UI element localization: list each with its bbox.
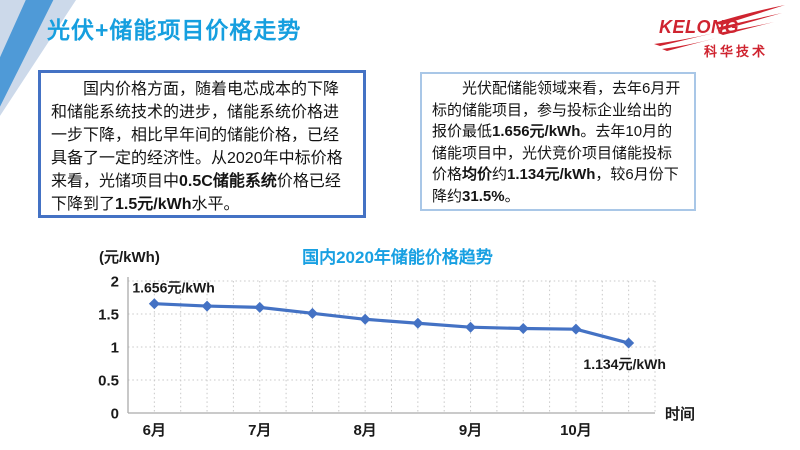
logo-sub-brand-text: 科华技术 [704, 44, 768, 59]
chart-annotation: 1.134元/kWh [583, 356, 665, 372]
highlighted-text: 31.5% [462, 187, 505, 205]
chart-data-point [465, 321, 477, 333]
y-tick-label: 1.5 [98, 307, 119, 324]
chart-data-point [254, 301, 266, 313]
logo-swoosh-icon [718, 22, 774, 35]
chart-data-point [201, 300, 213, 312]
chart-data-point [412, 317, 424, 329]
chart-data-point [517, 323, 529, 335]
pv-storage-bidding-paragraph: 光伏配储能领域来看，去年6月开标的储能项目，参与投标企业给出的报价最低1.656… [432, 78, 684, 207]
body-text: 。 [504, 187, 520, 205]
chart-annotation: 1.656元/kWh [132, 280, 214, 296]
chart-data-point [570, 323, 582, 335]
logo-swoosh-icon [654, 33, 714, 46]
slide-title: 光伏+储能项目价格走势 [47, 17, 302, 43]
y-tick-label: 0 [111, 406, 119, 423]
price-trend-chart: 2 1.5 1 0.5 0 6月 7月 8月 9月 10月 1.656元/kWh 1.134元/kWh… [90, 238, 770, 448]
domestic-price-paragraph: 国内价格方面，随着电芯成本的下降和储能系统技术的进步，储能系统价格进一步下降，相… [51, 78, 353, 216]
body-text: 国内价格方面，随着电芯成本的下降和储能系统技术的进步，储能系统价格进一步下降，相… [51, 81, 343, 190]
highlighted-text: 1.656元/kWh [492, 123, 581, 140]
x-tick-label: 8月 [353, 422, 376, 439]
body-text: 。去年10月的储能项目中，光伏竞价项目储能投标价格 [432, 123, 673, 183]
y-axis-unit-label: (元/kWh) [99, 249, 160, 266]
chart-series-line [154, 302, 630, 345]
body-text: 光伏配储能领域来看，去年6月开标的储能项目，参与投标企业给出的报价最低 [432, 80, 681, 140]
highlighted-text: 0.5C储能系统 [179, 173, 277, 190]
y-tick-label: 0.5 [98, 373, 119, 390]
logo-swoosh-icon [662, 38, 716, 51]
chart-data-point [623, 337, 635, 349]
highlighted-text: 1.134元/kWh [507, 166, 596, 183]
x-axis-label: 时间 [665, 405, 695, 423]
highlighted-text: 1.5元/kWh [115, 196, 192, 213]
y-tick-label: 1 [111, 340, 119, 357]
chart-data-point [306, 307, 318, 319]
body-text: 水平。 [191, 196, 240, 213]
chart-data-point [148, 298, 160, 310]
x-tick-label: 10月 [560, 422, 592, 439]
highlighted-text: 均价 [462, 166, 493, 183]
logo-brand-text: KELONG [659, 17, 739, 37]
logo-swoosh-icon [716, 13, 782, 30]
chart-data-point [359, 313, 371, 325]
logo-swoosh-icon [714, 5, 785, 25]
kelong-logo: KELONG 科华技术 [652, 4, 788, 60]
y-tick-label: 2 [111, 274, 119, 291]
chart-title: 国内2020年储能价格趋势 [302, 247, 493, 267]
domestic-price-textbox: 国内价格方面，随着电芯成本的下降和储能系统技术的进步，储能系统价格进一步下降，相… [38, 70, 366, 218]
body-text: 约 [492, 166, 508, 183]
x-tick-label: 7月 [248, 422, 271, 439]
kelong-logo-graphic: KELONG 科华技术 [654, 5, 785, 59]
pv-storage-bidding-textbox: 光伏配储能领域来看，去年6月开标的储能项目，参与投标企业给出的报价最低1.656… [420, 72, 696, 211]
price-trend-chart-svg: 2 1.5 1 0.5 0 6月 7月 8月 9月 10月 1.656元/kWh 1.134元/kWh… [98, 247, 695, 439]
body-text: ，较6月份下降约 [432, 166, 679, 205]
x-tick-label: 6月 [143, 422, 166, 439]
x-tick-label: 9月 [459, 422, 482, 439]
body-text: 价格已经下降到了 [51, 173, 341, 213]
